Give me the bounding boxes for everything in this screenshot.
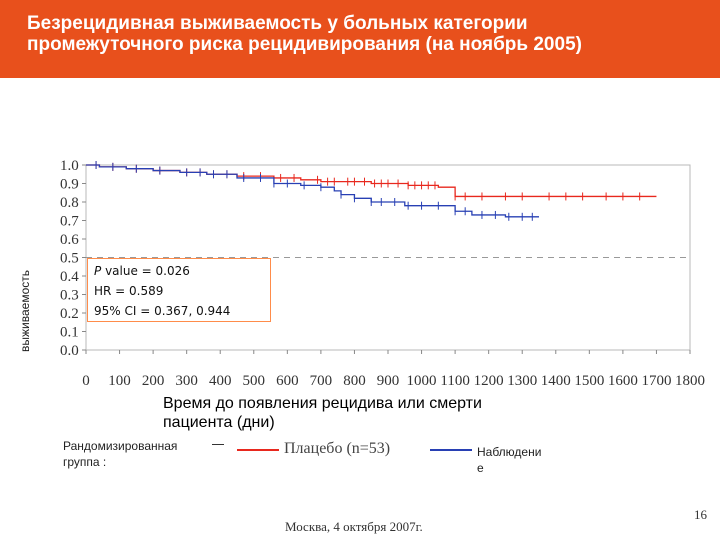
legend-series1-name: Плацебо (n=53) <box>284 440 391 457</box>
title-banner: Безрецидивная выживаемость у больных кат… <box>0 0 720 78</box>
x-tick-label: 1700 <box>641 373 671 389</box>
x-tick-label: 1200 <box>474 373 504 389</box>
x-tick-label: 100 <box>108 373 131 389</box>
x-tick-label: 1600 <box>608 373 638 389</box>
y-tick-label: 0.1 <box>60 325 79 341</box>
y-tick-label: 0.6 <box>60 232 79 248</box>
x-tick-label: 800 <box>343 373 366 389</box>
series-2-line <box>86 164 539 218</box>
x-tick-label: 1400 <box>541 373 571 389</box>
y-tick-label: 0.4 <box>60 269 79 285</box>
x-tick-label: 500 <box>243 373 266 389</box>
y-tick-label: 0.3 <box>60 288 79 304</box>
page-number: 16 <box>694 507 707 522</box>
y-tick-label: 0.8 <box>60 195 79 211</box>
slide-title: Безрецидивная выживаемость у больных кат… <box>27 13 582 55</box>
legend-series1-swatch <box>237 449 279 451</box>
x-tick-label: 600 <box>276 373 299 389</box>
y-tick-label: 0.5 <box>60 251 79 267</box>
footer-city-date: Москва, 4 октября 2007г. <box>285 519 423 534</box>
y-tick-label: 0.2 <box>60 306 79 322</box>
ci-text: 95% CI = 0.367, 0.944 <box>94 304 231 318</box>
stats-box: P value = 0.026 HR = 0.589 95% CI = 0.36… <box>87 258 271 322</box>
x-tick-label: 700 <box>310 373 333 389</box>
p-value-text: P value = 0.026 <box>94 264 190 278</box>
x-tick-label: 1000 <box>407 373 437 389</box>
x-tick-label: 1100 <box>440 373 469 389</box>
x-tick-label: 1300 <box>507 373 537 389</box>
x-tick-label: 300 <box>175 373 198 389</box>
y-tick-label: 0.0 <box>60 343 79 359</box>
y-axis-label: выживаемость <box>18 270 32 352</box>
x-tick-label: 0 <box>82 373 90 389</box>
x-tick-label: 900 <box>377 373 400 389</box>
legend-series2-swatch <box>430 449 472 451</box>
y-tick-label: 0.7 <box>60 214 79 230</box>
hr-text: HR = 0.589 <box>94 284 164 298</box>
y-tick-label: 0.9 <box>60 177 79 193</box>
x-tick-label: 400 <box>209 373 232 389</box>
x-tick-label: 1800 <box>675 373 705 389</box>
legend-dash <box>212 444 224 445</box>
legend-group-label: Рандомизированная группа : <box>63 439 178 469</box>
y-tick-label: 1.0 <box>60 158 79 174</box>
x-tick-label: 1500 <box>574 373 604 389</box>
series-1-line <box>86 164 657 198</box>
legend-series2-label: Наблюдени е <box>477 445 542 475</box>
x-axis-label: Время до появления рецидива или смерти п… <box>163 395 482 431</box>
x-tick-label: 200 <box>142 373 165 389</box>
